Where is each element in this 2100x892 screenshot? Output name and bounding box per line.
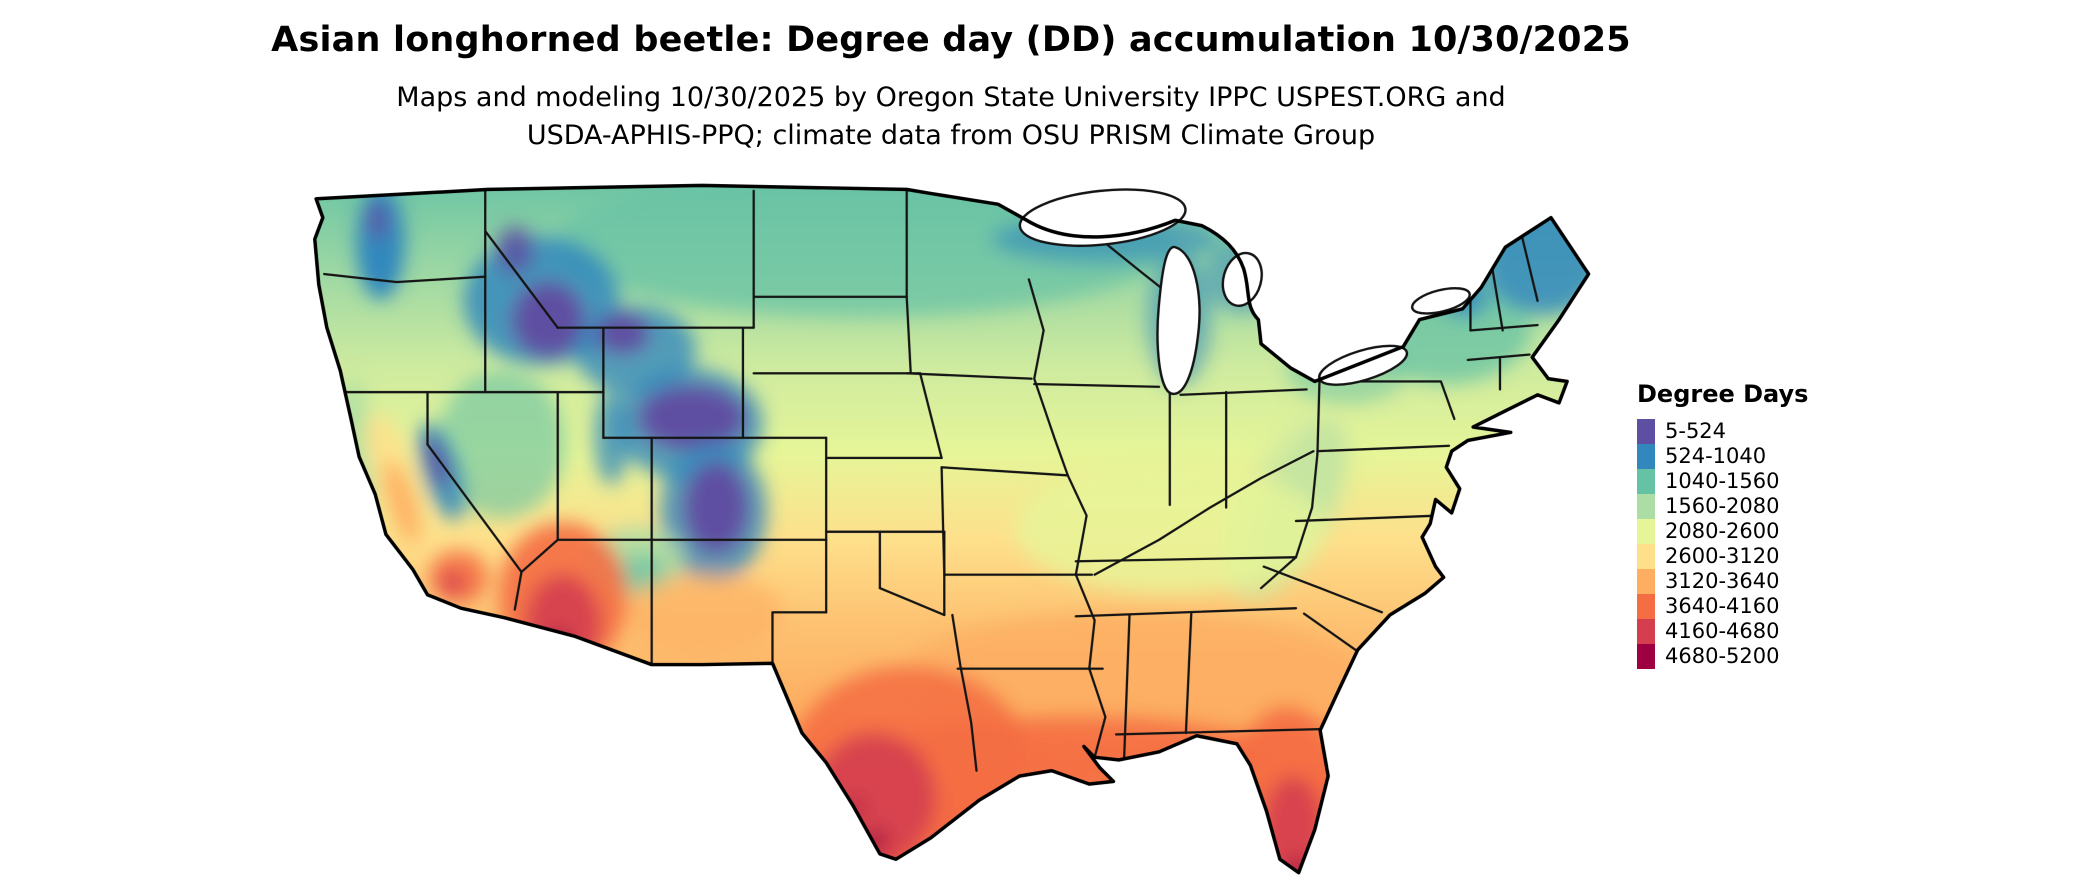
legend-swatch <box>1637 519 1655 544</box>
legend-label: 4160-4680 <box>1665 619 1780 643</box>
legend-label: 1560-2080 <box>1665 494 1780 518</box>
legend-label: 4680-5200 <box>1665 644 1780 668</box>
legend-item: 3640-4160 <box>1637 594 1808 619</box>
legend-items: 5-524 524-1040 1040-1560 1560-2080 2080-2600… <box>1637 419 1808 669</box>
legend-swatch <box>1637 494 1655 519</box>
subtitle-line-2: USDA-APHIS-PPQ; climate data from OSU PR… <box>526 120 1376 151</box>
legend-item: 4160-4680 <box>1637 619 1808 644</box>
legend-title: Degree Days <box>1637 380 1809 408</box>
legend-label: 2600-3120 <box>1665 544 1780 568</box>
legend-swatch <box>1637 419 1655 444</box>
legend-label: 524-1040 <box>1665 444 1767 468</box>
map-header: Asian longhorned beetle: Degree day (DD)… <box>0 20 1902 158</box>
legend-swatch <box>1637 469 1655 494</box>
legend-swatch <box>1637 644 1655 669</box>
us-map-svg <box>313 183 1591 875</box>
lake-michigan <box>1156 245 1201 395</box>
legend-swatch <box>1637 619 1655 644</box>
legend-item: 2080-2600 <box>1637 519 1808 544</box>
lake-huron <box>1221 251 1263 307</box>
subtitle-line-1: Maps and modeling 10/30/2025 by Oregon S… <box>396 82 1506 113</box>
legend-item: 1040-1560 <box>1637 469 1808 494</box>
legend-label: 2080-2600 <box>1665 519 1780 543</box>
legend-item: 524-1040 <box>1637 444 1808 469</box>
legend-label: 3640-4160 <box>1665 594 1780 618</box>
legend-item: 1560-2080 <box>1637 494 1808 519</box>
legend-swatch <box>1637 544 1655 569</box>
legend-item: 5-524 <box>1637 419 1808 444</box>
legend-item: 4680-5200 <box>1637 644 1808 669</box>
us-outline <box>313 183 1591 875</box>
legend-label: 3120-3640 <box>1665 569 1780 593</box>
legend-label: 1040-1560 <box>1665 469 1780 493</box>
degree-day-raster <box>314 185 1589 873</box>
page-title: Asian longhorned beetle: Degree day (DD)… <box>271 20 1631 60</box>
legend-label: 5-524 <box>1665 419 1727 443</box>
legend-swatch <box>1637 569 1655 594</box>
us-map <box>300 168 1602 882</box>
lake-ontario <box>1410 287 1471 315</box>
legend-item: 2600-3120 <box>1637 544 1808 569</box>
legend-swatch <box>1637 594 1655 619</box>
legend: Degree Days 5-524 524-1040 1040-1560 1560-2… <box>1637 380 1808 669</box>
legend-item: 3120-3640 <box>1637 569 1808 594</box>
legend-swatch <box>1637 444 1655 469</box>
